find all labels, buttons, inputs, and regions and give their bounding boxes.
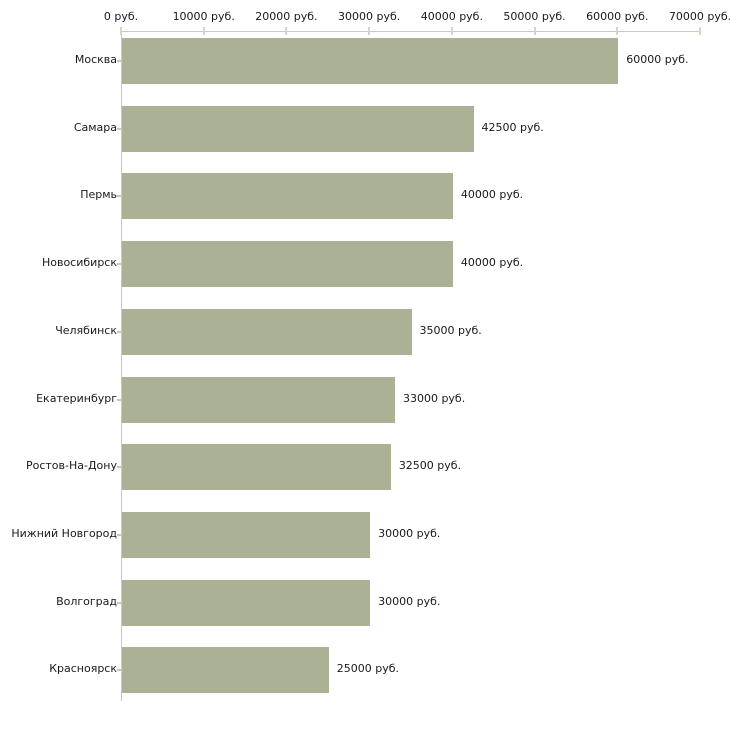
x-axis-tick-label: 10000 руб. [172,10,235,23]
bar [122,511,371,558]
x-axis-tick-label: 70000 руб. [668,10,730,23]
category-label: Екатеринбург [36,391,117,405]
category-tick [117,60,121,62]
x-axis-tick [533,27,536,35]
category-label: Красноярск [49,662,117,676]
bar [122,241,453,288]
category-label: Пермь [80,188,117,202]
bar [122,308,412,355]
bar [122,444,391,491]
x-axis-tick-label: 60000 руб. [586,10,649,23]
x-axis-tick-label: 0 руб. [103,10,139,23]
value-label: 32500 руб. [398,459,462,473]
category-label: Самара [73,120,117,134]
category-tick [117,669,121,672]
value-label: 40000 руб. [460,256,524,270]
x-axis-line [121,31,700,32]
category-label: Москва [74,53,117,66]
category-label: Челябинск [55,323,117,337]
value-label: 30000 руб. [378,526,441,540]
x-axis-tick [368,27,371,35]
category-tick [117,533,121,536]
bar [122,376,395,423]
category-tick [117,601,121,604]
bar [122,647,329,694]
x-axis-tick [699,27,701,35]
bar [122,38,619,84]
x-axis-tick [285,27,288,35]
x-axis-tick [120,27,122,35]
x-axis-tick-label: 50000 руб. [503,10,566,23]
category-tick [117,466,121,469]
value-label: 30000 руб. [378,594,441,608]
value-label: 60000 руб. [626,53,689,66]
x-axis-tick-label: 40000 руб. [420,10,483,23]
category-tick [117,195,121,198]
category-tick [117,330,121,333]
value-label: 25000 руб. [336,662,400,676]
x-axis-tick [616,27,619,35]
x-axis-tick [202,27,205,35]
x-axis-tick [450,27,453,35]
category-label: Нижний Новгород [11,526,117,540]
category-label: Новосибирск [41,256,117,270]
category-tick [117,127,121,130]
bar [122,173,453,220]
category-label: Ростов-На-Дону [25,459,117,473]
value-label: 42500 руб. [481,120,544,134]
x-axis-tick-label: 30000 руб. [338,10,401,23]
x-axis-tick-label: 20000 руб. [255,10,318,23]
bar [122,579,371,626]
value-label: 33000 руб. [402,391,466,405]
value-label: 35000 руб. [419,323,482,337]
y-axis-line [121,31,122,701]
bar [122,105,474,152]
category-tick [117,398,121,401]
category-tick [117,263,121,266]
category-label: Волгоград [56,594,117,608]
value-label: 40000 руб. [460,188,524,202]
